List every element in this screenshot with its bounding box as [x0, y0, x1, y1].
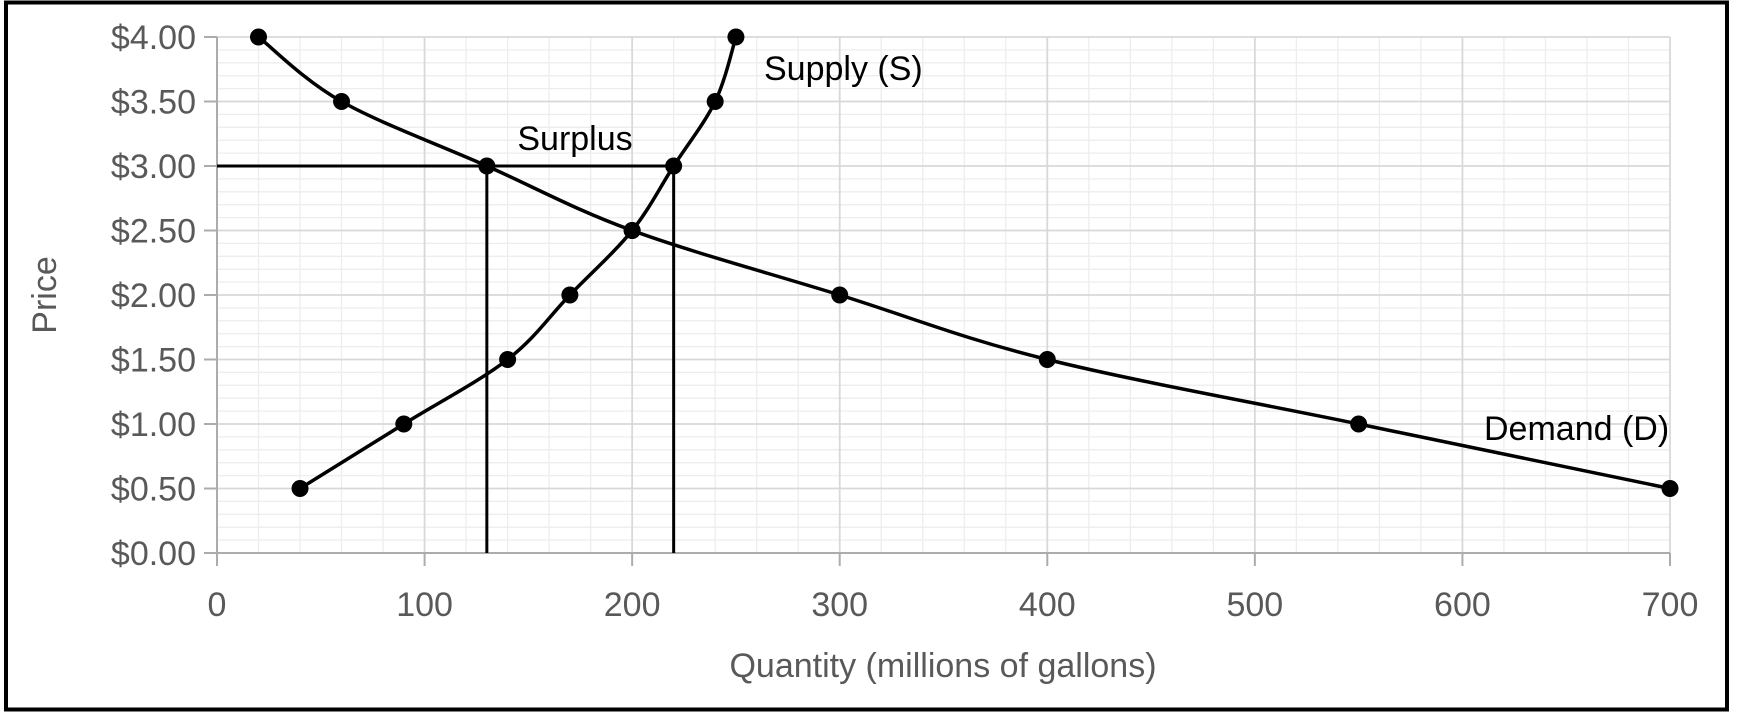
surplus-annotation-lines — [217, 164, 676, 553]
supply-data-point-marker — [561, 286, 579, 304]
x-axis-title: Quantity (millions of gallons) — [729, 647, 1156, 685]
supply-series-label: Supply (S) — [764, 50, 923, 88]
supply-data-point-marker — [499, 351, 517, 368]
y-axis-title: Price — [26, 256, 64, 333]
y-tick-label: $2.50 — [111, 213, 196, 251]
y-tick-label: $2.00 — [111, 277, 196, 315]
surplus-annotation-label: Surplus — [517, 120, 632, 158]
tick-labels: 0 100 200 300 400 500 600 700 $0.00 $0.50 $1.00 $1.… — [111, 19, 1698, 624]
demand-series-label: Demand (D) — [1484, 410, 1669, 448]
y-tick-label: $0.00 — [111, 535, 196, 573]
demand-data-point-marker — [1038, 351, 1056, 368]
demand-data-point-marker — [478, 157, 496, 175]
y-tick-label: $4.00 — [111, 19, 196, 57]
supply-data-point-marker — [291, 480, 309, 497]
supply-curve — [298, 35, 738, 491]
x-tick-label: 400 — [1019, 586, 1076, 624]
x-tick-label: 700 — [1642, 586, 1699, 624]
demand-data-point-marker — [333, 93, 351, 110]
demand-data-point-marker — [831, 286, 849, 304]
demand-data-point-marker — [1661, 480, 1679, 497]
demand-data-point-marker — [250, 28, 268, 46]
y-tick-label: $1.50 — [111, 342, 196, 380]
supply-data-point-marker — [727, 28, 745, 46]
x-tick-label: 300 — [811, 586, 868, 624]
y-tick-label: $3.00 — [111, 148, 196, 186]
supply-data-point-marker — [706, 93, 724, 110]
y-tick-label: $0.50 — [111, 471, 196, 509]
x-tick-label: 100 — [396, 586, 453, 624]
supply-data-point-marker — [665, 157, 683, 175]
x-tick-label: 600 — [1434, 586, 1491, 624]
y-tick-label: $1.00 — [111, 406, 196, 444]
x-tick-label: 0 — [208, 586, 227, 624]
axis-lines-and-ticks — [204, 36, 1671, 566]
data-series-curves — [250, 28, 1679, 497]
y-tick-label: $3.50 — [111, 84, 196, 122]
supply-data-point-marker — [395, 415, 413, 433]
chart-border — [4, 0, 1729, 712]
demand-data-point-marker — [623, 222, 641, 239]
x-tick-label: 500 — [1226, 586, 1283, 624]
x-tick-label: 200 — [604, 586, 661, 624]
demand-data-point-marker — [1350, 415, 1368, 433]
